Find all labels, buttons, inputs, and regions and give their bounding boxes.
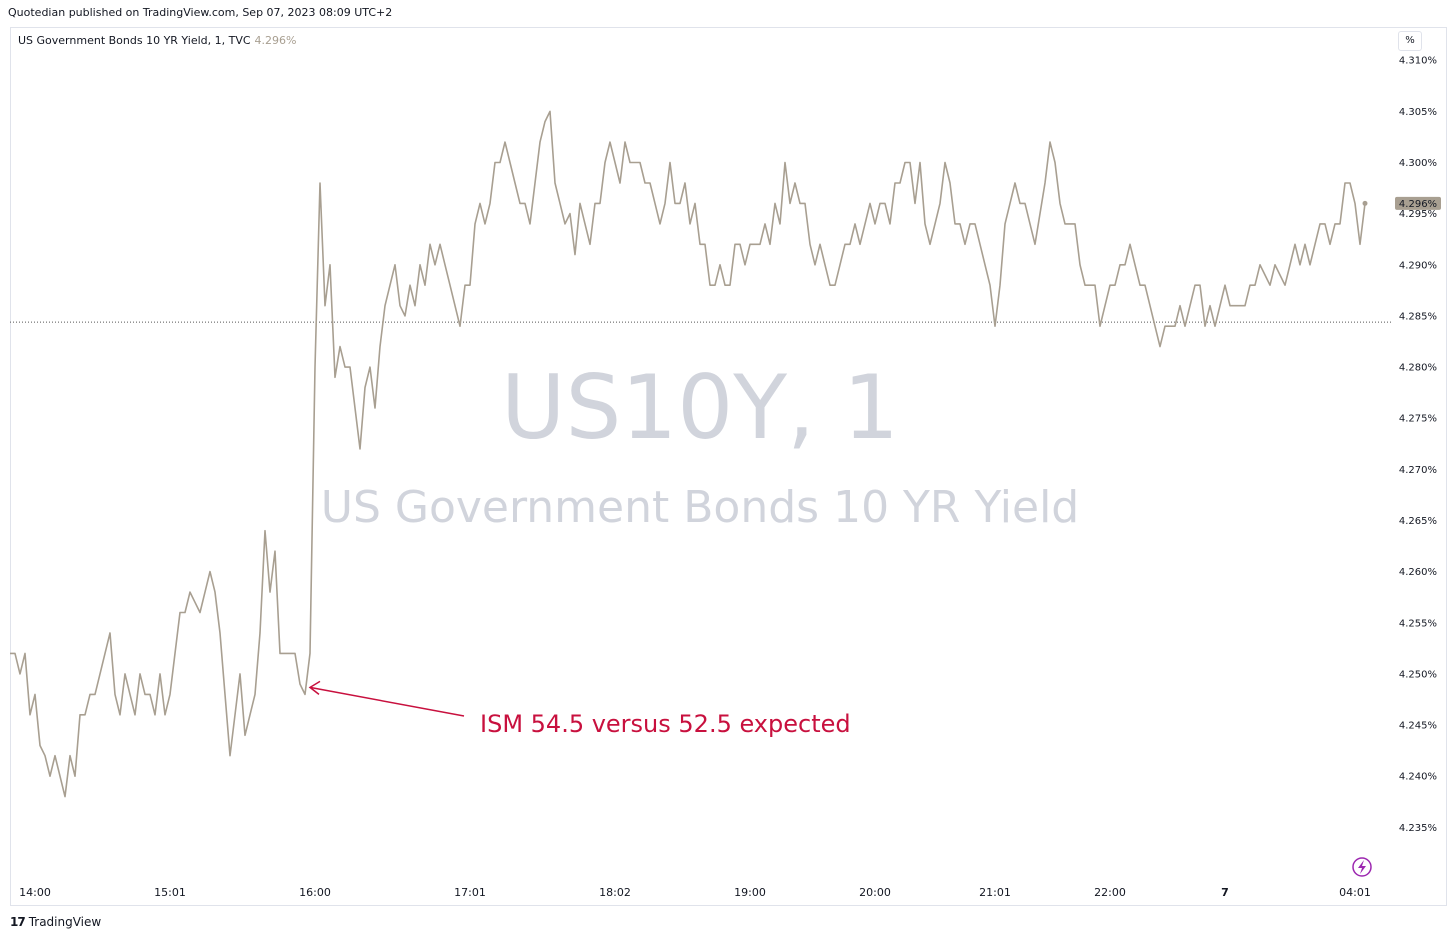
x-tick-label: 16:00 — [299, 886, 331, 899]
y-tick-label: 4.295% — [1399, 209, 1437, 220]
x-tick-label: 18:02 — [599, 886, 631, 899]
watermark-symbol: US10Y, 1 — [501, 356, 899, 459]
y-tick-label: 4.235% — [1399, 823, 1437, 834]
x-tick-label: 17:01 — [454, 886, 486, 899]
y-tick-label: 4.255% — [1399, 618, 1437, 629]
yield-series-line — [10, 110, 1366, 798]
last-point-marker — [1362, 200, 1368, 206]
watermark-description: US Government Bonds 10 YR Yield — [321, 482, 1080, 533]
percent-scale-button[interactable]: % — [1398, 31, 1422, 51]
time-axis[interactable]: 14:00 15:01 16:00 17:01 18:02 19:00 20:00 21:01… — [19, 886, 1456, 899]
lightning-icon[interactable] — [1352, 857, 1372, 877]
y-tick-label: 4.260% — [1399, 567, 1437, 578]
annotation-text: ISM 54.5 versus 52.5 expected — [480, 710, 851, 738]
tradingview-footer[interactable]: 17 TradingView — [10, 915, 101, 929]
price-axis[interactable]: 4.310% 4.305% 4.300% 4.295% 4.290% 4.285% 4.28… — [1399, 56, 1437, 834]
tradingview-logo-icon: 17 — [10, 915, 26, 929]
symbol-legend[interactable]: US Government Bonds 10 YR Yield, 1, TVC 4… — [18, 34, 297, 47]
y-tick-label: 4.300% — [1399, 158, 1437, 169]
x-tick-label: 19:00 — [734, 886, 766, 899]
y-tick-label: 4.265% — [1399, 516, 1437, 527]
last-value-label: 4.296% — [1399, 199, 1437, 210]
chart-frame — [10, 27, 1447, 906]
x-tick-label: 04:01 — [1339, 886, 1371, 899]
footer-brand: TradingView — [28, 915, 102, 929]
publisher-line: Quotedian published on TradingView.com, … — [8, 6, 393, 19]
y-tick-label: 4.290% — [1399, 260, 1437, 271]
y-tick-label: 4.275% — [1399, 414, 1437, 425]
x-tick-label: 22:00 — [1094, 886, 1126, 899]
annotation-arrow — [308, 680, 465, 717]
y-tick-label: 4.270% — [1399, 465, 1437, 476]
x-tick-label: 20:00 — [859, 886, 891, 899]
y-tick-label: 4.285% — [1399, 311, 1437, 322]
x-tick-label: 15:01 — [154, 886, 186, 899]
x-tick-label: 14:00 — [19, 886, 51, 899]
legend-last-value: 4.296% — [254, 34, 297, 47]
legend-symbol[interactable]: US Government Bonds 10 YR Yield, 1, TVC — [18, 34, 251, 47]
y-tick-label: 4.250% — [1399, 669, 1437, 680]
y-tick-label: 4.310% — [1399, 56, 1437, 67]
y-tick-label: 4.305% — [1399, 107, 1437, 118]
x-tick-label: 21:01 — [979, 886, 1011, 899]
y-tick-label: 4.280% — [1399, 363, 1437, 374]
last-value-box — [1395, 196, 1441, 210]
x-tick-label: 7 — [1221, 886, 1229, 899]
y-tick-label: 4.245% — [1399, 721, 1437, 732]
y-tick-label: 4.240% — [1399, 772, 1437, 783]
